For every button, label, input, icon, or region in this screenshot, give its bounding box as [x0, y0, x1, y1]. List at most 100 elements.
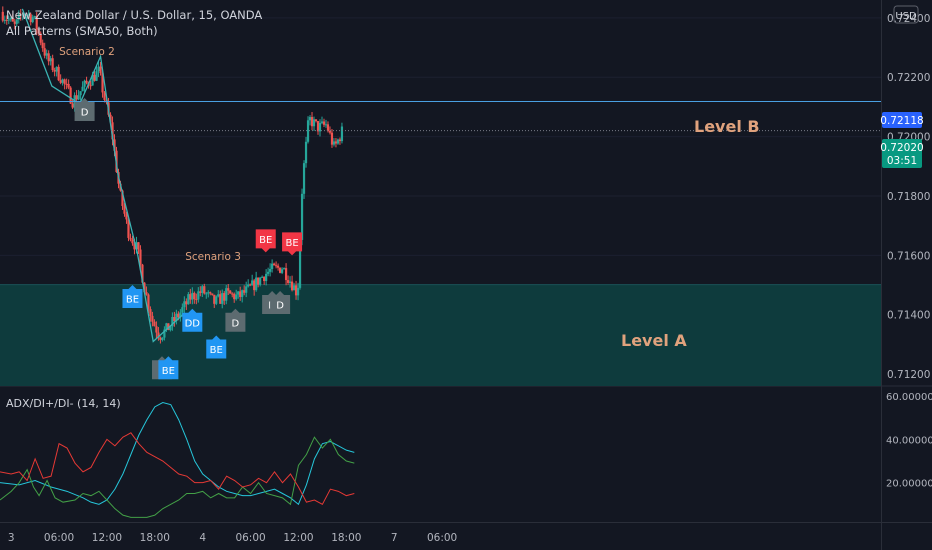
currency-button-label: USD: [895, 11, 917, 22]
candle-body: [111, 122, 114, 140]
candle-body: [219, 294, 222, 304]
pattern-marker[interactable]: D: [74, 97, 95, 121]
pattern-marker[interactable]: BE: [255, 229, 276, 253]
candle-body: [179, 312, 182, 318]
level-b-price-tag: 0.72118: [880, 112, 924, 128]
candle-body: [251, 280, 254, 286]
adx-indicator-title: ADX/DI+/DI- (14, 14): [6, 397, 121, 410]
candle-body: [47, 53, 50, 62]
level-a-zone: [0, 285, 881, 386]
candle-body: [165, 323, 168, 330]
candle-body: [280, 269, 284, 273]
candle-body: [306, 120, 310, 142]
scenario-2-line: [21, 8, 184, 343]
candle-body: [286, 280, 290, 283]
candle-body: [231, 293, 234, 295]
candle-body: [221, 293, 224, 304]
candle-body: [149, 309, 152, 316]
symbol-title: New Zealand Dollar / U.S. Dollar, 15, OA…: [6, 8, 262, 22]
candle-body: [173, 316, 176, 322]
candle-body: [147, 294, 150, 310]
candle-body: [55, 66, 58, 72]
pattern-marker-shape: [255, 229, 276, 253]
scenario-annotation: Scenario 2: [59, 46, 115, 58]
candle-body: [263, 276, 266, 282]
candle-body: [330, 132, 334, 145]
candle-body: [207, 292, 210, 294]
candle-body: [290, 281, 294, 291]
candle-body: [139, 249, 142, 265]
candle-body: [29, 14, 32, 23]
candle-body: [282, 268, 286, 270]
candle-body: [75, 95, 78, 100]
candle-body: [209, 292, 212, 294]
time-axis[interactable]: 3 06:00 12:00 18:00 4 06:00 12:00 18:00 7 06:00: [8, 532, 457, 544]
candle-body: [113, 139, 116, 151]
pattern-marker-shape: [270, 290, 291, 314]
pattern-marker-label: D: [232, 318, 240, 329]
candle-body: [51, 58, 54, 71]
candle-body: [83, 80, 86, 87]
currency-button[interactable]: USD: [893, 5, 919, 24]
candle-body: [277, 265, 280, 268]
bar-countdown: 03:51: [887, 155, 917, 167]
pattern-marker[interactable]: D: [225, 308, 246, 332]
pattern-marker-shape: [158, 356, 179, 380]
candle-body: [249, 284, 252, 286]
pattern-marker[interactable]: BE: [122, 285, 143, 309]
candle-body: [211, 293, 214, 295]
candle-body: [314, 119, 318, 122]
candle-body: [81, 86, 84, 92]
pattern-marker-label: BE: [126, 295, 139, 306]
pattern-markers: EDBEBEDDBEDBEDDBE: [74, 97, 303, 380]
candle-body: [195, 299, 198, 301]
candle-body: [304, 141, 308, 164]
candle-body: [69, 87, 72, 104]
candle-body: [326, 124, 330, 132]
price-tick-label: 0.71200: [887, 369, 930, 381]
pattern-marker[interactable]: DD: [182, 308, 203, 332]
candle-body: [17, 14, 20, 20]
candle-body: [97, 66, 100, 72]
pattern-marker[interactable]: BE: [158, 356, 179, 380]
candle-body: [215, 296, 218, 304]
candle-body: [155, 326, 158, 333]
indicator-tick-label: 40.00000: [886, 435, 932, 446]
candle-body: [125, 213, 128, 220]
scenario-annotations: Scenario 2 Scenario 3: [59, 46, 241, 263]
candle-body: [191, 292, 194, 300]
candle-body: [320, 121, 324, 123]
last-price-tag: 0.72020 03:51: [880, 139, 924, 168]
indicator-axis[interactable]: 60.00000 40.00000 20.00000: [886, 392, 932, 490]
candle-body: [11, 17, 14, 22]
candle-body: [65, 83, 68, 85]
candle-body: [235, 294, 238, 300]
indicator-tick-label: 20.00000: [886, 479, 932, 490]
candle-body: [143, 282, 146, 293]
time-tick-label: 4: [199, 532, 206, 544]
candle-body: [59, 80, 62, 83]
candle-body: [45, 53, 48, 56]
candle-body: [99, 66, 102, 74]
pattern-marker[interactable]: D: [270, 290, 291, 314]
pattern-marker[interactable]: BE: [282, 232, 303, 256]
candle-body: [324, 124, 328, 126]
candle-body: [21, 14, 24, 16]
candle-body: [41, 42, 44, 49]
candle-body: [318, 122, 322, 132]
candle-body: [292, 285, 296, 291]
pattern-marker-shape: [122, 285, 143, 309]
pattern-marker[interactable]: BE: [206, 335, 227, 359]
candle-body: [181, 307, 184, 313]
candle-body: [103, 92, 106, 100]
candle-body: [229, 290, 232, 294]
last-price-value: 0.72020: [880, 142, 923, 154]
candle-body: [187, 294, 190, 305]
candle-body: [225, 288, 228, 301]
candle-body: [269, 268, 272, 272]
candle-body: [279, 267, 282, 273]
candle-body: [53, 70, 56, 72]
candle-body: [171, 316, 174, 327]
